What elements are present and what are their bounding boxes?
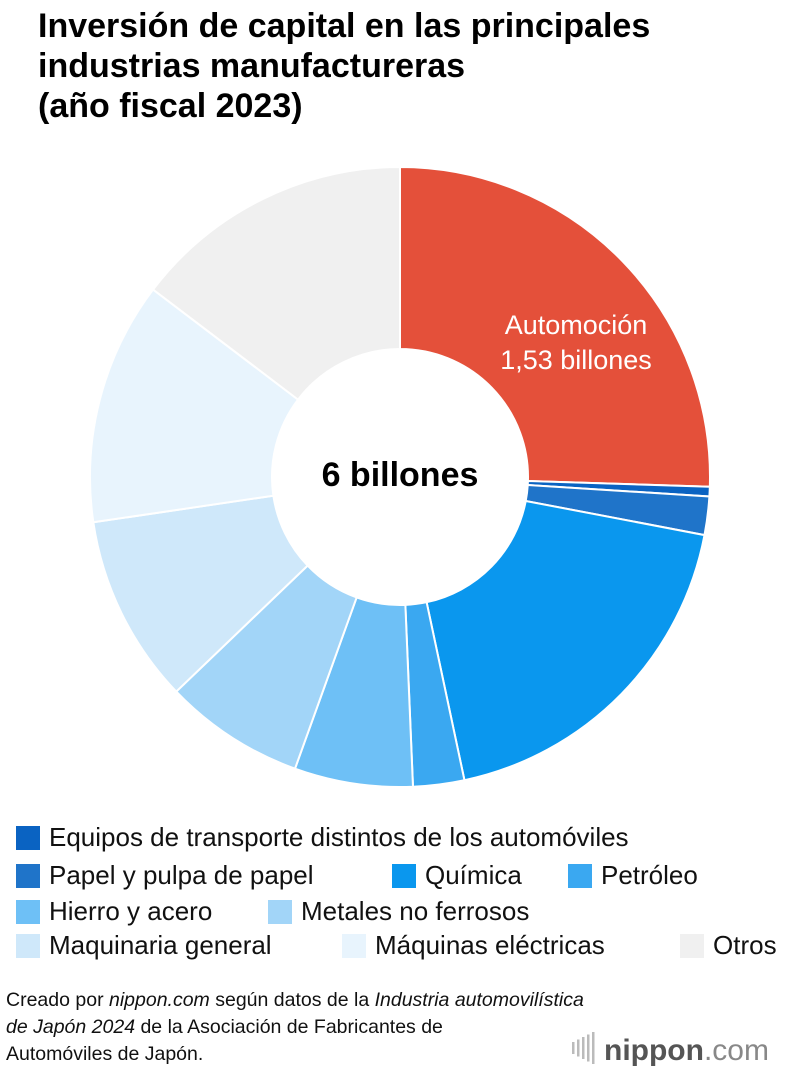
legend-swatch xyxy=(16,900,40,924)
data-label: 1,53 billones xyxy=(500,345,652,375)
logo-bar xyxy=(582,1037,585,1059)
legend-swatch xyxy=(392,864,416,888)
donut-segment xyxy=(151,165,401,402)
legend-swatch xyxy=(680,934,704,958)
donut-segment xyxy=(399,165,711,488)
chart-title: Inversión de capital en las principales xyxy=(38,7,650,45)
source-text: Industria automovilística xyxy=(375,989,584,1011)
logo-bar xyxy=(587,1034,590,1062)
logo-text: nippon xyxy=(604,1034,704,1067)
donut-segment xyxy=(92,494,310,693)
source-text: de la Asociación de Fabricantes de xyxy=(135,1016,443,1038)
donut-segment xyxy=(425,499,706,782)
donut-segment xyxy=(89,288,300,524)
legend-label: Equipos de transporte distintos de los a… xyxy=(49,822,629,852)
legend-label: Hierro y acero xyxy=(49,896,212,926)
source-text: Creado por xyxy=(6,989,109,1011)
center-label: 6 billones xyxy=(322,456,479,494)
source-note: Creado por nippon.com según datos de la … xyxy=(6,989,584,1011)
legend-label: Química xyxy=(425,860,522,890)
source-text: Automóviles de Japón. xyxy=(6,1043,203,1065)
logo-bar xyxy=(592,1032,595,1064)
source-note: de Japón 2024 de la Asociación de Fabric… xyxy=(6,1016,443,1038)
segment-label: Automoción xyxy=(505,310,648,340)
legend-label: Máquinas eléctricas xyxy=(375,930,605,960)
logo-text: .com xyxy=(704,1034,769,1067)
legend-label: Papel y pulpa de papel xyxy=(49,860,314,890)
legend-swatch xyxy=(342,934,366,958)
legend-label: Metales no ferrosos xyxy=(301,896,529,926)
legend-swatch xyxy=(16,826,40,850)
logo-bar xyxy=(572,1042,575,1054)
legend-label: Petróleo xyxy=(601,860,698,890)
chart-title: industrias manufactureras xyxy=(38,47,465,85)
legend-swatch xyxy=(16,864,40,888)
source-text: nippon.com xyxy=(109,989,210,1011)
legend-label: Otros xyxy=(713,930,777,960)
legend-swatch xyxy=(16,934,40,958)
source-text: según datos de la xyxy=(210,989,375,1011)
legend-swatch xyxy=(568,864,592,888)
source-note: Automóviles de Japón. xyxy=(6,1043,203,1065)
chart-title: (año fiscal 2023) xyxy=(38,87,303,125)
logo-bar xyxy=(577,1039,580,1057)
logo: nippon.com xyxy=(604,1034,769,1067)
legend-label: Maquinaria general xyxy=(49,930,272,960)
source-text: de Japón 2024 xyxy=(6,1016,135,1038)
legend-swatch xyxy=(268,900,292,924)
